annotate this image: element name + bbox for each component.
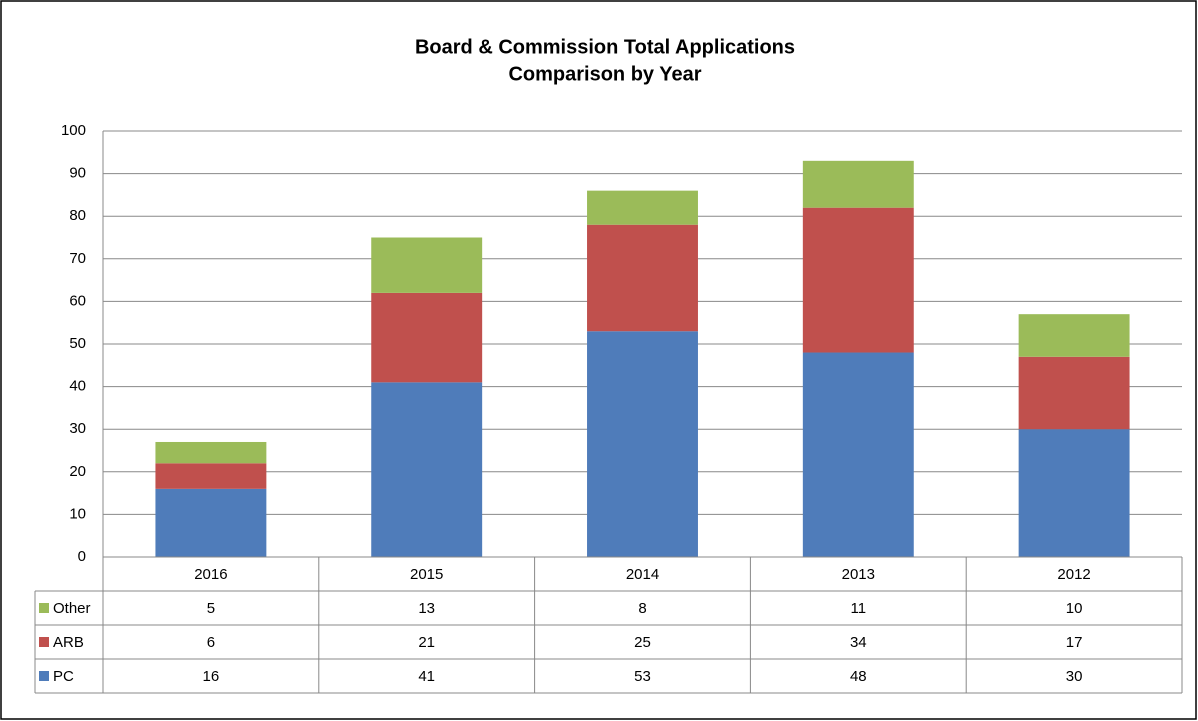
y-tick-label: 60 [69, 292, 86, 309]
bar-segment [1018, 314, 1130, 357]
bar-segment [802, 160, 914, 208]
y-tick-label: 70 [69, 250, 86, 267]
bar-segment [371, 382, 483, 557]
table-value: 41 [418, 668, 435, 685]
table-value: 21 [418, 634, 435, 651]
bar-segment [155, 463, 267, 489]
bar-segment [587, 331, 698, 557]
legend-swatch [39, 637, 49, 647]
bar-segment [371, 292, 483, 383]
bar-segment [1018, 356, 1130, 430]
y-tick-label: 40 [69, 378, 86, 395]
y-tick-label: 80 [69, 207, 86, 224]
table-value: 13 [418, 600, 435, 617]
bar-segment [802, 207, 914, 353]
x-tick-label: 2014 [626, 566, 659, 583]
y-tick-label: 90 [69, 165, 86, 182]
legend-label: ARB [53, 634, 84, 651]
legend-swatch [39, 671, 49, 681]
table-value: 11 [851, 600, 867, 617]
y-tick-label: 100 [61, 122, 86, 139]
bar-segment [155, 441, 267, 464]
table-value: 8 [638, 600, 646, 617]
bar-segment [587, 190, 698, 225]
x-tick-label: 2013 [842, 566, 875, 583]
y-tick-label: 20 [69, 463, 86, 480]
legend-label: PC [53, 668, 74, 685]
y-tick-label: 0 [78, 548, 86, 565]
chart-subtitle: Comparison by Year [508, 63, 701, 85]
bar-segment [1018, 429, 1130, 557]
table-value: 34 [850, 634, 867, 651]
y-tick-label: 10 [69, 505, 86, 522]
y-tick-label: 50 [69, 335, 86, 352]
table-value: 17 [1066, 634, 1083, 651]
table-value: 10 [1066, 600, 1083, 617]
bar-segment [587, 224, 698, 332]
bar-segment [802, 352, 914, 557]
x-tick-label: 2015 [410, 566, 443, 583]
table-value: 5 [207, 600, 215, 617]
table-value: 6 [207, 634, 215, 651]
chart-title: Board & Commission Total Applications [415, 36, 795, 58]
table-value: 53 [634, 668, 651, 685]
table-value: 25 [634, 634, 651, 651]
bar-segment [371, 237, 483, 293]
table-value: 30 [1066, 668, 1083, 685]
x-tick-label: 2012 [1057, 566, 1090, 583]
legend-label: Other [53, 600, 91, 617]
table-value: 16 [203, 668, 220, 685]
y-tick-label: 30 [69, 420, 86, 437]
table-value: 48 [850, 668, 867, 685]
x-tick-label: 2016 [194, 566, 227, 583]
legend-swatch [39, 603, 49, 613]
bar-segment [155, 488, 267, 557]
